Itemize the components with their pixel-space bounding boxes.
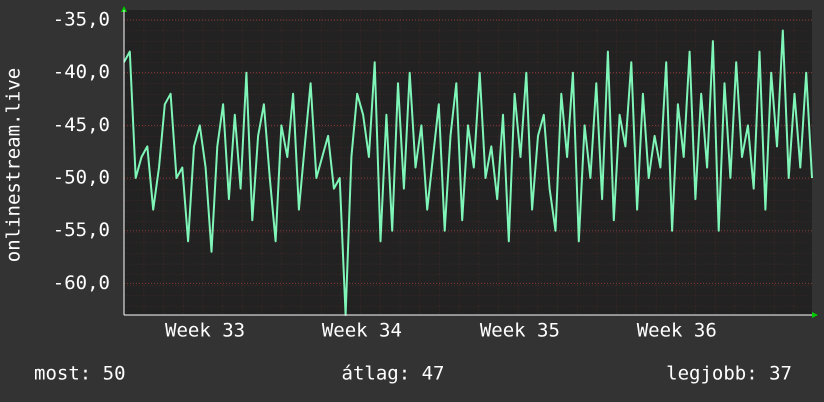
x-tick-label: Week 34 <box>322 320 402 342</box>
axis-arrow <box>121 6 127 12</box>
y-tick-label: -35,0 <box>53 9 110 31</box>
y-axis-label: onlinestream.live <box>3 68 25 262</box>
y-tick-label: -50,0 <box>53 167 110 189</box>
x-tick-label: Week 33 <box>165 320 245 342</box>
series-line <box>123 29 813 316</box>
stat-current: most: 50 <box>34 363 126 385</box>
axis-arrow <box>812 312 818 318</box>
stat-max: legjobb: 37 <box>666 363 792 385</box>
stat-average: átlag: 47 <box>342 363 445 385</box>
y-tick-label: -60,0 <box>53 272 110 294</box>
x-tick-label: Week 35 <box>480 320 560 342</box>
y-tick-label: -55,0 <box>53 219 110 241</box>
y-tick-label: -40,0 <box>53 61 110 83</box>
x-tick-label: Week 36 <box>637 320 717 342</box>
y-tick-label: -45,0 <box>53 114 110 136</box>
